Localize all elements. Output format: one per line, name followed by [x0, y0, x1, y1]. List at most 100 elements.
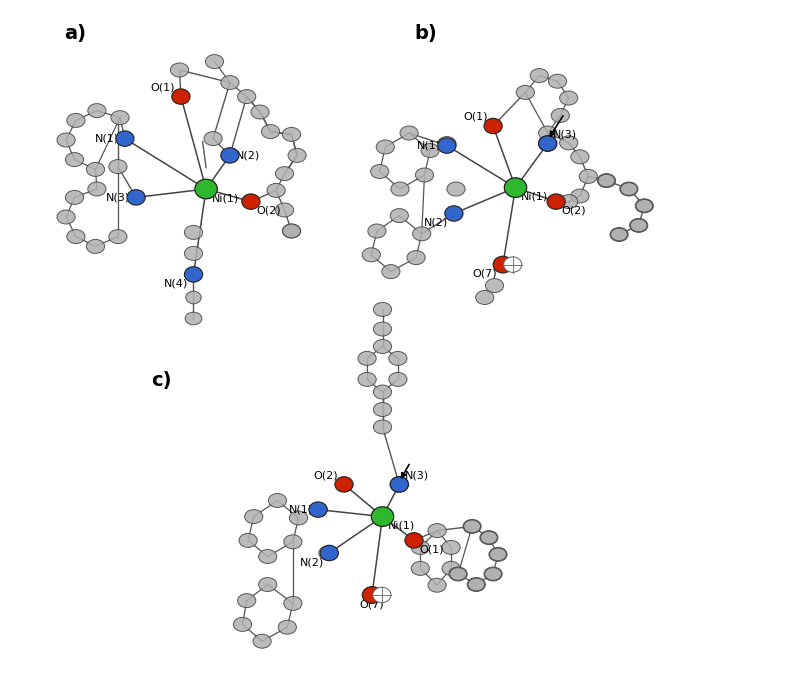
Ellipse shape	[490, 548, 507, 561]
Ellipse shape	[374, 420, 391, 434]
Text: N(1): N(1)	[417, 141, 441, 150]
Text: Ni(1): Ni(1)	[521, 192, 548, 202]
Ellipse shape	[253, 634, 271, 648]
Ellipse shape	[57, 133, 75, 147]
Ellipse shape	[221, 148, 239, 163]
Ellipse shape	[86, 239, 105, 253]
Ellipse shape	[374, 302, 391, 316]
Ellipse shape	[242, 194, 260, 209]
Ellipse shape	[86, 162, 105, 176]
Ellipse shape	[335, 477, 353, 492]
Ellipse shape	[170, 63, 189, 77]
Ellipse shape	[468, 578, 485, 591]
Ellipse shape	[635, 199, 654, 213]
Ellipse shape	[284, 535, 302, 549]
Ellipse shape	[611, 228, 628, 241]
Ellipse shape	[368, 224, 386, 238]
Ellipse shape	[185, 267, 203, 282]
Ellipse shape	[109, 230, 127, 244]
Text: N(3): N(3)	[554, 130, 578, 139]
Ellipse shape	[185, 312, 202, 325]
Text: O(2): O(2)	[314, 470, 338, 480]
Ellipse shape	[389, 351, 407, 365]
Text: Ni(1): Ni(1)	[211, 193, 239, 203]
Ellipse shape	[484, 118, 502, 134]
Ellipse shape	[484, 567, 502, 581]
Ellipse shape	[370, 164, 389, 178]
Ellipse shape	[358, 351, 376, 365]
Ellipse shape	[428, 524, 446, 538]
Ellipse shape	[416, 168, 433, 182]
Ellipse shape	[428, 578, 446, 592]
Ellipse shape	[391, 477, 408, 492]
Ellipse shape	[475, 290, 494, 304]
Text: N(3): N(3)	[405, 470, 429, 480]
Ellipse shape	[288, 148, 306, 162]
Text: N(1): N(1)	[95, 134, 119, 143]
Ellipse shape	[391, 182, 409, 196]
Ellipse shape	[438, 136, 456, 150]
Ellipse shape	[374, 340, 391, 354]
Ellipse shape	[538, 126, 557, 140]
Ellipse shape	[516, 85, 534, 99]
Ellipse shape	[412, 227, 431, 241]
Ellipse shape	[233, 617, 252, 631]
Ellipse shape	[206, 55, 224, 69]
Ellipse shape	[412, 561, 429, 575]
Ellipse shape	[559, 91, 578, 105]
Ellipse shape	[538, 136, 557, 151]
Ellipse shape	[551, 108, 570, 122]
Ellipse shape	[400, 126, 418, 140]
Ellipse shape	[610, 228, 628, 241]
Ellipse shape	[389, 372, 407, 386]
Ellipse shape	[282, 224, 300, 238]
Ellipse shape	[111, 111, 129, 125]
Ellipse shape	[504, 257, 522, 272]
Ellipse shape	[391, 209, 408, 223]
Ellipse shape	[309, 503, 327, 517]
Ellipse shape	[258, 550, 277, 564]
Text: O(7): O(7)	[360, 599, 384, 609]
Ellipse shape	[284, 596, 302, 610]
Ellipse shape	[127, 190, 145, 205]
Ellipse shape	[480, 531, 498, 545]
Ellipse shape	[449, 567, 467, 581]
Ellipse shape	[362, 248, 380, 262]
Ellipse shape	[115, 131, 134, 146]
Ellipse shape	[88, 104, 106, 118]
Ellipse shape	[237, 594, 256, 608]
Ellipse shape	[371, 507, 394, 526]
Text: O(2): O(2)	[562, 206, 587, 216]
Ellipse shape	[261, 125, 279, 139]
Ellipse shape	[374, 385, 391, 399]
Ellipse shape	[636, 199, 653, 212]
Ellipse shape	[251, 105, 269, 119]
Ellipse shape	[382, 265, 400, 279]
Ellipse shape	[504, 178, 527, 197]
Ellipse shape	[447, 182, 465, 196]
Ellipse shape	[67, 230, 85, 244]
Ellipse shape	[65, 153, 84, 167]
Ellipse shape	[373, 587, 391, 603]
Ellipse shape	[559, 195, 578, 209]
Text: O(1): O(1)	[463, 112, 487, 122]
Ellipse shape	[571, 189, 589, 203]
Ellipse shape	[547, 194, 565, 209]
Ellipse shape	[559, 136, 578, 150]
Ellipse shape	[282, 127, 300, 141]
Text: Ni(1): Ni(1)	[388, 521, 416, 531]
Ellipse shape	[629, 218, 648, 232]
Text: b): b)	[414, 25, 437, 43]
Ellipse shape	[630, 219, 647, 232]
Text: O(2): O(2)	[257, 206, 281, 216]
Ellipse shape	[275, 203, 294, 217]
Ellipse shape	[195, 179, 217, 199]
Ellipse shape	[239, 533, 257, 547]
Ellipse shape	[282, 224, 300, 238]
Ellipse shape	[186, 291, 201, 304]
Ellipse shape	[467, 578, 485, 592]
Ellipse shape	[320, 545, 338, 561]
Ellipse shape	[412, 540, 429, 554]
Text: O(7): O(7)	[473, 269, 497, 279]
Ellipse shape	[309, 502, 327, 517]
